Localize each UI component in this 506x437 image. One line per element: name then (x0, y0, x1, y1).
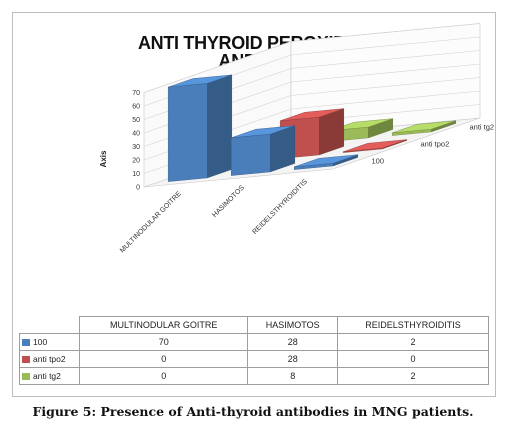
y-tick-label: 20 (132, 158, 140, 165)
depth-tick-label: anti tpo2 (421, 140, 450, 149)
bar-front (167, 83, 208, 182)
depth-tick-label: 100 (372, 157, 385, 166)
y-tick-label: 10 (132, 171, 140, 178)
x-tick-label: HASIMOTOS (211, 184, 246, 219)
y-tick-label: 40 (132, 131, 140, 138)
legend-swatch (22, 356, 30, 364)
x-tick-label: MULTINODULAR GOITRE (119, 190, 183, 254)
table-cell: 28 (247, 350, 338, 368)
bar (167, 74, 233, 182)
y-tick-label: 0 (136, 185, 140, 192)
data-table-header: REIDELSTHYROIDITIS (337, 316, 489, 334)
x-axis: MULTINODULAR GOITRE HASIMOTOS REIDELSTHYRO… (119, 178, 309, 254)
bar-top (168, 74, 232, 88)
table-cell: 70 (78, 333, 249, 351)
bars-group (167, 74, 456, 182)
table-cell: 0 (78, 367, 249, 385)
bar (343, 139, 407, 153)
legend-entry: anti tg2 (19, 367, 80, 385)
bar-top (294, 154, 358, 168)
legend-swatch (22, 373, 30, 381)
y-axis: 0 10 20 30 40 50 60 70 (132, 90, 140, 192)
y-tick-label: 60 (132, 104, 140, 111)
legend-label: anti tpo2 (33, 354, 66, 364)
table-cell: 8 (247, 367, 338, 385)
legend-entry: 100 (19, 333, 80, 351)
y-tick-label: 50 (132, 117, 140, 124)
chart-svg: ANTI THYROID PEROXIDASE AND ANTI 0102030… (99, 23, 495, 254)
data-table-corner (19, 316, 80, 334)
bar-top (280, 108, 344, 121)
gridline (143, 23, 481, 93)
legend-entry: anti tpo2 (19, 350, 80, 368)
table-cell: 0 (78, 350, 249, 368)
table-cell: 2 (337, 333, 489, 351)
table-row: anti tg2 0 8 2 (19, 367, 489, 385)
bar-top (392, 120, 456, 134)
legend-label: anti tg2 (33, 371, 61, 381)
bar (392, 120, 456, 136)
y-tick-label: 70 (132, 90, 140, 97)
bar-side (207, 74, 233, 179)
depth-axis: 100 anti tpo2 anti tg2 (372, 123, 495, 166)
data-table-header: HASIMOTOS (247, 316, 338, 334)
legend-label: 100 (33, 337, 48, 347)
bar-top (231, 125, 295, 138)
data-table-header: MULTINODULAR GOITRE (78, 316, 249, 334)
depth-tick-label: anti tg2 (470, 123, 495, 132)
bar-top (343, 139, 407, 152)
table-row: 100 70 28 2 (19, 333, 489, 351)
figure-caption: Figure 5: Presence of Anti-thyroid antib… (32, 404, 474, 419)
table-cell: 0 (337, 350, 489, 368)
y-tick-label: 30 (132, 144, 140, 151)
data-table: MULTINODULAR GOITRE HASIMOTOS REIDELSTHY… (19, 316, 489, 385)
y-axis-title: Axis (99, 150, 108, 167)
bar (294, 154, 358, 170)
bar (230, 125, 295, 176)
table-row: anti tpo2 0 28 0 (19, 350, 489, 368)
table-cell: 2 (337, 367, 489, 385)
bar-front (230, 133, 271, 176)
table-cell: 28 (247, 333, 338, 351)
x-tick-label: REIDELSTHYROIDITIS (251, 178, 309, 236)
legend-swatch (22, 339, 30, 347)
data-table-header-row: MULTINODULAR GOITRE HASIMOTOS REIDELSTHY… (19, 316, 489, 334)
bar-top (329, 118, 393, 131)
